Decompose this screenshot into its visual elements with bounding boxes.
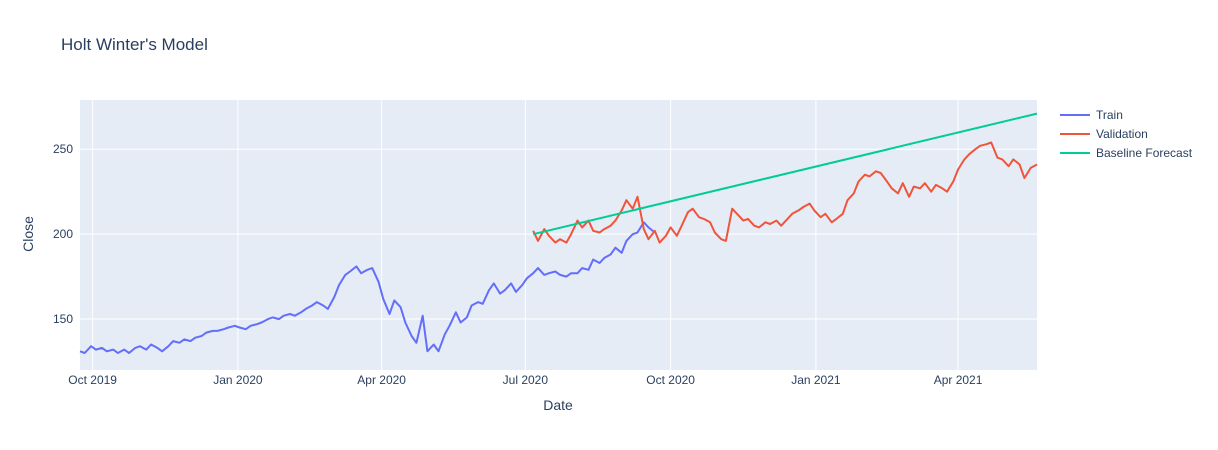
y-tick-label: 250 <box>53 142 73 156</box>
legend: Train Validation Baseline Forecast <box>1060 108 1193 160</box>
legend-label: Validation <box>1096 127 1148 141</box>
x-tick-label: Apr 2020 <box>357 373 406 387</box>
y-tick-labels: 150 200 250 <box>53 142 73 326</box>
y-tick-label: 200 <box>53 227 73 241</box>
legend-label: Baseline Forecast <box>1096 146 1193 160</box>
series-line-train <box>79 221 656 354</box>
x-axis-title: Date <box>543 397 573 413</box>
x-tick-label: Oct 2020 <box>646 373 695 387</box>
series-line-validation <box>532 141 1038 244</box>
x-tick-label: Apr 2021 <box>934 373 983 387</box>
legend-item-baseline-forecast[interactable]: Baseline Forecast <box>1060 146 1193 160</box>
x-tick-label: Jan 2021 <box>791 373 841 387</box>
chart-title: Holt Winter's Model <box>61 35 208 54</box>
x-tick-labels: Oct 2019 Jan 2020 Apr 2020 Jul 2020 Oct 2020… <box>68 373 982 387</box>
x-tick-label: Jul 2020 <box>503 373 549 387</box>
legend-item-train[interactable]: Train <box>1060 108 1123 122</box>
x-tick-label: Oct 2019 <box>68 373 117 387</box>
series-layer <box>79 112 1038 354</box>
series-line-baseline-forecast <box>532 112 1038 236</box>
legend-label: Train <box>1096 108 1123 122</box>
x-gridlines <box>92 100 959 370</box>
plot-area <box>80 100 1037 370</box>
y-axis-title: Close <box>20 216 36 252</box>
y-gridlines <box>80 148 1037 320</box>
y-tick-label: 150 <box>53 312 73 326</box>
legend-item-validation[interactable]: Validation <box>1060 127 1148 141</box>
x-tick-label: Jan 2020 <box>213 373 263 387</box>
